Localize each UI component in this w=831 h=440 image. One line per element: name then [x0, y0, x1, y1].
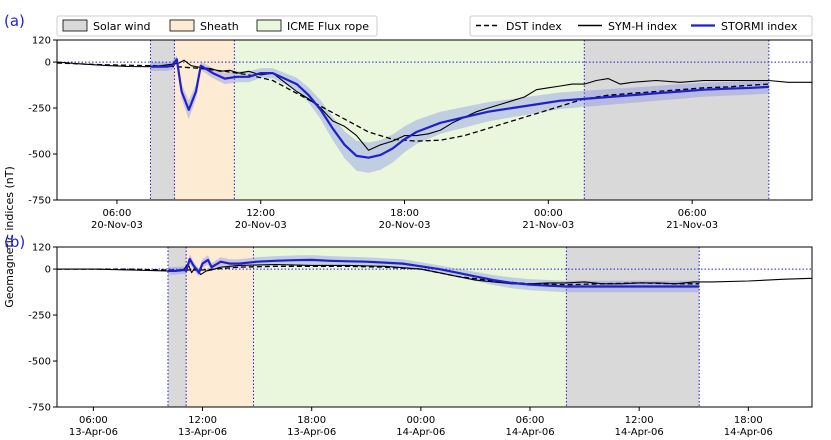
- panel-a-series-stormi-index: [150, 58, 769, 159]
- panel-a-region-solar-wind-3: [584, 40, 769, 200]
- panel-b-xtick-date-label: 14-Apr-06: [724, 427, 773, 438]
- panel-b-xtick-date-label: 13-Apr-06: [178, 427, 227, 438]
- panel-b-series-stormi-index: [168, 257, 700, 288]
- panel-b-region-icme-flux-rope-2: [253, 247, 567, 407]
- panel-b-series: [57, 257, 812, 288]
- panel-a-series-sym-h-index: [57, 59, 812, 151]
- panel-a-ytick-label: 0: [45, 58, 51, 69]
- panel-a: 1200-250-500-75006:0020-Nov-0312:0020-No…: [4, 12, 813, 231]
- panel-b-xtick-time-label: 18:00: [297, 415, 326, 426]
- panel-a-series: [57, 58, 812, 159]
- panel-a-xtick-date-label: 20-Nov-03: [379, 220, 431, 231]
- panel-a-xtick-time-label: 06:00: [678, 208, 707, 219]
- panel-a-xtick-date-label: 21-Nov-03: [522, 220, 574, 231]
- panel-b-xtick-time-label: 00:00: [406, 415, 435, 426]
- panel-b-xtick-date-label: 14-Apr-06: [615, 427, 664, 438]
- panel-a-stormi-band: [150, 55, 769, 173]
- panel-a-ytick-label: -750: [28, 196, 51, 207]
- panel-a-stormi-uncertainty-band: [150, 55, 769, 173]
- panel-b-region-solar-wind-3: [566, 247, 700, 407]
- legend-label-stormi: STORMI index: [721, 20, 798, 33]
- panel-b-ytick-label: -250: [28, 311, 51, 322]
- panel-b-xtick-date-label: 14-Apr-06: [505, 427, 554, 438]
- legend-label-sheath: Sheath: [200, 20, 239, 33]
- panel-a-xtick-time-label: 18:00: [390, 208, 419, 219]
- panel-b-ytick-label: 0: [45, 265, 51, 276]
- panel-b-xtick-time-label: 06:00: [516, 415, 545, 426]
- panel-a-xtick-date-label: 20-Nov-03: [235, 220, 287, 231]
- panel-a-ytick-label: -250: [28, 104, 51, 115]
- panel-a-region-icme-flux-rope-2: [234, 40, 585, 200]
- panel-a-xtick-time-label: 12:00: [246, 208, 275, 219]
- panel-a-xtick-time-label: 06:00: [103, 208, 132, 219]
- panel-b-label: (b): [4, 233, 25, 251]
- panel-a-xtick-date-label: 20-Nov-03: [91, 220, 143, 231]
- panel-b-ytick-label: -500: [28, 357, 51, 368]
- panel-b-ytick-label: -750: [28, 403, 51, 414]
- panel-b-region-solar-wind-0: [167, 247, 187, 407]
- panel-a-label: (a): [4, 12, 25, 30]
- panel-b-xtick-time-label: 12:00: [625, 415, 654, 426]
- panel-b-regions: [57, 247, 812, 407]
- legend-label-flux-rope: ICME Flux rope: [287, 20, 369, 33]
- panel-a-ytick-label: -500: [28, 150, 51, 161]
- panel-a-region-solar-wind-0: [150, 40, 175, 200]
- legend-label-symh: SYM-H index: [608, 20, 678, 33]
- panel-a-xtick-date-label: 21-Nov-03: [666, 220, 718, 231]
- panel-a-axes: 1200-250-500-75006:0020-Nov-0312:0020-No…: [28, 36, 813, 231]
- panel-b-xtick-time-label: 12:00: [188, 415, 217, 426]
- panel-a-frame: [56, 39, 813, 201]
- legend-swatch-solar-wind: [62, 19, 88, 32]
- panel-b-axes: 1200-250-500-75006:0013-Apr-0612:0013-Ap…: [28, 243, 813, 438]
- panel-b: 1200-250-500-75006:0013-Apr-0612:0013-Ap…: [4, 233, 813, 438]
- legend-label-solar-wind: Solar wind: [93, 20, 151, 33]
- legend-label-dst: DST index: [506, 20, 562, 33]
- panel-b-ytick-label: 120: [32, 243, 51, 254]
- panel-a-xtick-time-label: 00:00: [534, 208, 563, 219]
- panel-a-ytick-label: 120: [32, 36, 51, 47]
- panel-b-xtick-time-label: 18:00: [734, 415, 763, 426]
- panel-b-region-sheath-1: [186, 247, 254, 407]
- panel-b-frame: [56, 246, 813, 408]
- shared-ylabel: Geomagnetic indices (nT): [3, 166, 16, 308]
- panel-a-regions: [57, 40, 812, 200]
- legend-lines: DST index SYM-H index STORMI index: [469, 15, 813, 37]
- panel-b-xtick-date-label: 14-Apr-06: [396, 427, 445, 438]
- legend-regions: Solar wind Sheath ICME Flux rope: [56, 15, 378, 37]
- panel-b-xtick-date-label: 13-Apr-06: [69, 427, 118, 438]
- panel-b-xtick-date-label: 13-Apr-06: [287, 427, 336, 438]
- legend-swatch-sheath: [169, 19, 195, 32]
- legend-swatch-flux-rope: [256, 19, 282, 32]
- panel-b-xtick-time-label: 06:00: [79, 415, 108, 426]
